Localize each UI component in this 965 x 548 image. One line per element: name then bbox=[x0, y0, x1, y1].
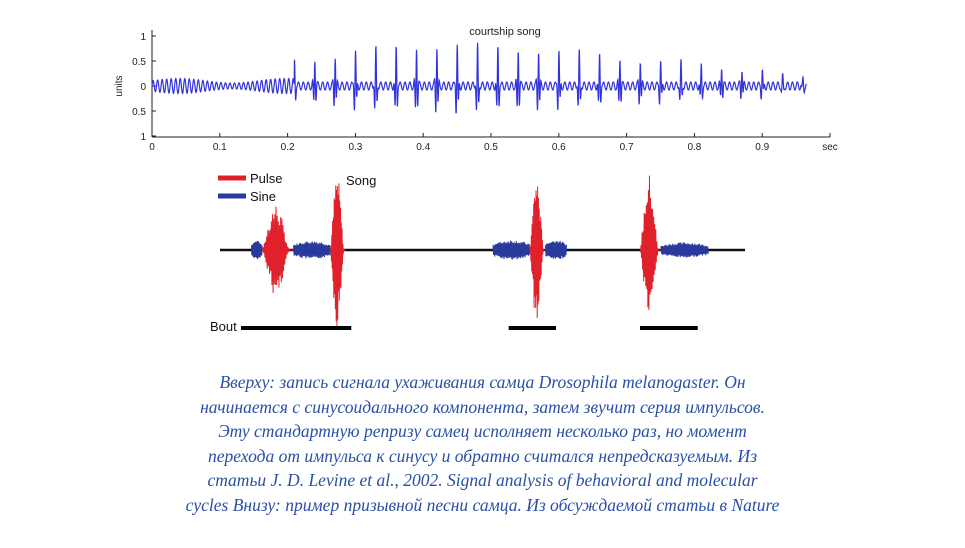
top-x-tick-label: 0 bbox=[149, 142, 155, 153]
legend-sine-label: Sine bbox=[250, 189, 276, 204]
top-x-tick-label: 0.1 bbox=[213, 142, 227, 153]
sine-segment bbox=[660, 242, 709, 258]
pulse-segment bbox=[261, 206, 294, 294]
caption-line: начинается с синусоидального компонента,… bbox=[200, 396, 765, 417]
top-y-tick-label: 0.5 bbox=[132, 57, 146, 68]
song-chart: Pulse Sine Song Bout bbox=[210, 171, 745, 334]
sine-segment bbox=[492, 240, 531, 260]
song-waveform bbox=[220, 175, 745, 327]
top-x-tick-label: 0.9 bbox=[755, 142, 769, 153]
top-y-tick-label: 0 bbox=[140, 82, 146, 93]
legend-pulse-label: Pulse bbox=[250, 171, 283, 186]
top-y-axis-label: units bbox=[114, 75, 125, 96]
sine-segment bbox=[545, 240, 567, 259]
top-x-tick-label: 0.8 bbox=[687, 142, 701, 153]
top-x-tick-label: 0.2 bbox=[281, 142, 295, 153]
caption-line: cycles Внизу: пример призывной песни сам… bbox=[185, 494, 780, 515]
bout-label: Bout bbox=[210, 319, 237, 334]
caption-line: Эту стандартную репризу самец исполняет … bbox=[218, 421, 747, 441]
pulse-segment bbox=[329, 183, 346, 327]
top-x-tick-label: sec bbox=[822, 142, 838, 153]
caption-line: перехода от импульса к синусу и обратно … bbox=[207, 445, 758, 466]
top-x-tick-label: 0.4 bbox=[416, 142, 430, 153]
top-chart-title: courtship song bbox=[469, 26, 541, 38]
top-x-tick-label: 0.5 bbox=[484, 142, 498, 153]
top-y-tick-label: 1 bbox=[140, 132, 146, 143]
top-y-tick-label: 1 bbox=[140, 32, 146, 43]
figure-caption: Вверху: запись сигнала ухаживания самца … bbox=[60, 370, 905, 517]
caption-line: Вверху: запись сигнала ухаживания самца … bbox=[219, 372, 746, 392]
pulse-segment bbox=[529, 186, 546, 319]
top-x-ticks: 0 0.1 0.2 0.3 0.4 0.5 0.6 0.7 0.8 0.9 sec bbox=[149, 133, 838, 153]
courtship-song-waveform bbox=[151, 42, 807, 114]
top-x-tick-label: 0.7 bbox=[620, 142, 634, 153]
top-y-tick-label: 0.5 bbox=[132, 107, 146, 118]
top-x-tick-label: 0.6 bbox=[552, 142, 566, 153]
top-x-tick-label: 0.3 bbox=[348, 142, 362, 153]
song-chart-title: Song bbox=[346, 173, 376, 188]
pulse-segment bbox=[639, 175, 661, 311]
sine-segment bbox=[293, 241, 331, 259]
sine-segment bbox=[251, 240, 263, 260]
courtship-song-chart: courtship song units 0 0.1 0.2 0.3 0.4 0.5 0.6… bbox=[114, 26, 838, 153]
caption-line: статьи J. D. Levine et al., 2002. Signal… bbox=[207, 470, 758, 490]
